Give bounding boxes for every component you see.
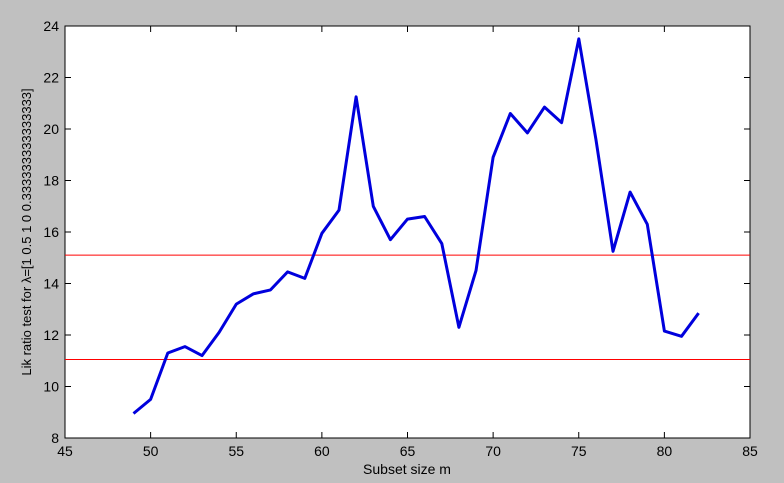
x-tick-label: 60 [314,443,330,459]
y-axis-label: Lik ratio test for λ=[1 0.5 1 0 0.333333… [19,88,34,375]
x-tick-label: 70 [485,443,501,459]
y-tick-label: 20 [43,121,59,137]
plot-area [64,25,751,439]
x-tick-label: 75 [571,443,587,459]
x-tick-label: 80 [657,443,673,459]
x-axis-label: Subset size m [363,461,451,477]
x-tick-label: 55 [228,443,244,459]
y-tick-label: 18 [43,173,59,189]
y-tick-label: 24 [43,18,59,34]
y-tick-label: 14 [43,276,59,292]
x-tick-label: 65 [400,443,416,459]
x-tick-label: 50 [143,443,159,459]
y-axis-ticks: 8 10 12 14 16 18 20 22 24 [43,18,750,446]
series-layer [132,37,700,415]
x-axis-ticks: 45 50 55 60 65 70 75 80 85 [57,26,758,459]
y-tick-label: 22 [43,70,59,86]
reference-lines [65,254,750,360]
y-tick-label: 16 [43,224,59,240]
y-tick-label: 12 [43,327,59,343]
x-tick-label: 45 [57,443,73,459]
y-tick-label: 10 [43,379,59,395]
series-line [132,37,700,415]
y-tick-label: 8 [51,430,59,446]
x-tick-label: 85 [742,443,758,459]
